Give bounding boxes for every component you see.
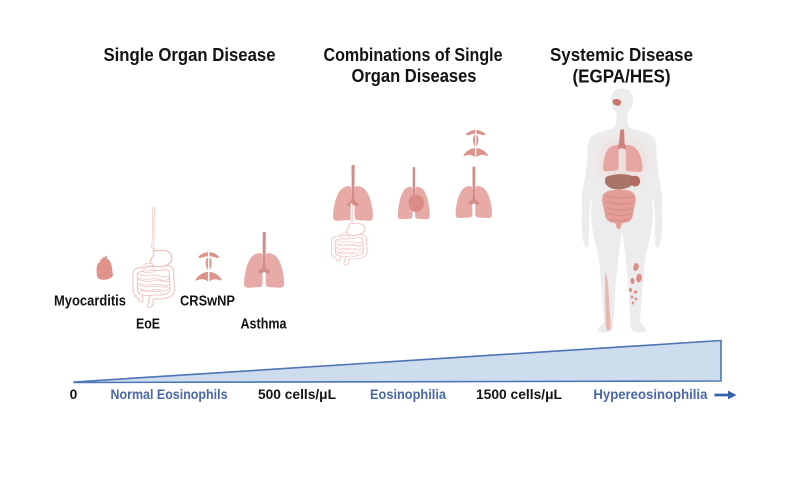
svg-text:Organ Diseases: Organ Diseases bbox=[352, 65, 477, 86]
svg-text:1500 cells/μL: 1500 cells/μL bbox=[476, 387, 562, 402]
svg-text:Myocarditis: Myocarditis bbox=[54, 294, 126, 310]
svg-text:0: 0 bbox=[70, 387, 78, 402]
svg-text:Hypereosinophilia: Hypereosinophilia bbox=[593, 387, 707, 402]
svg-text:Asthma: Asthma bbox=[241, 317, 288, 333]
svg-text:Combinations of Single: Combinations of Single bbox=[324, 44, 503, 65]
svg-text:500 cells/μL: 500 cells/μL bbox=[258, 387, 336, 402]
svg-text:Single Organ Disease: Single Organ Disease bbox=[104, 44, 276, 65]
svg-text:Systemic Disease: Systemic Disease bbox=[550, 44, 693, 65]
svg-text:Eosinophilia: Eosinophilia bbox=[370, 387, 446, 402]
svg-text:CRSwNP: CRSwNP bbox=[180, 294, 235, 310]
svg-text:Normal Eosinophils: Normal Eosinophils bbox=[111, 387, 228, 402]
svg-text:EoE: EoE bbox=[136, 317, 160, 333]
svg-text:(EGPA/HES): (EGPA/HES) bbox=[573, 66, 671, 87]
